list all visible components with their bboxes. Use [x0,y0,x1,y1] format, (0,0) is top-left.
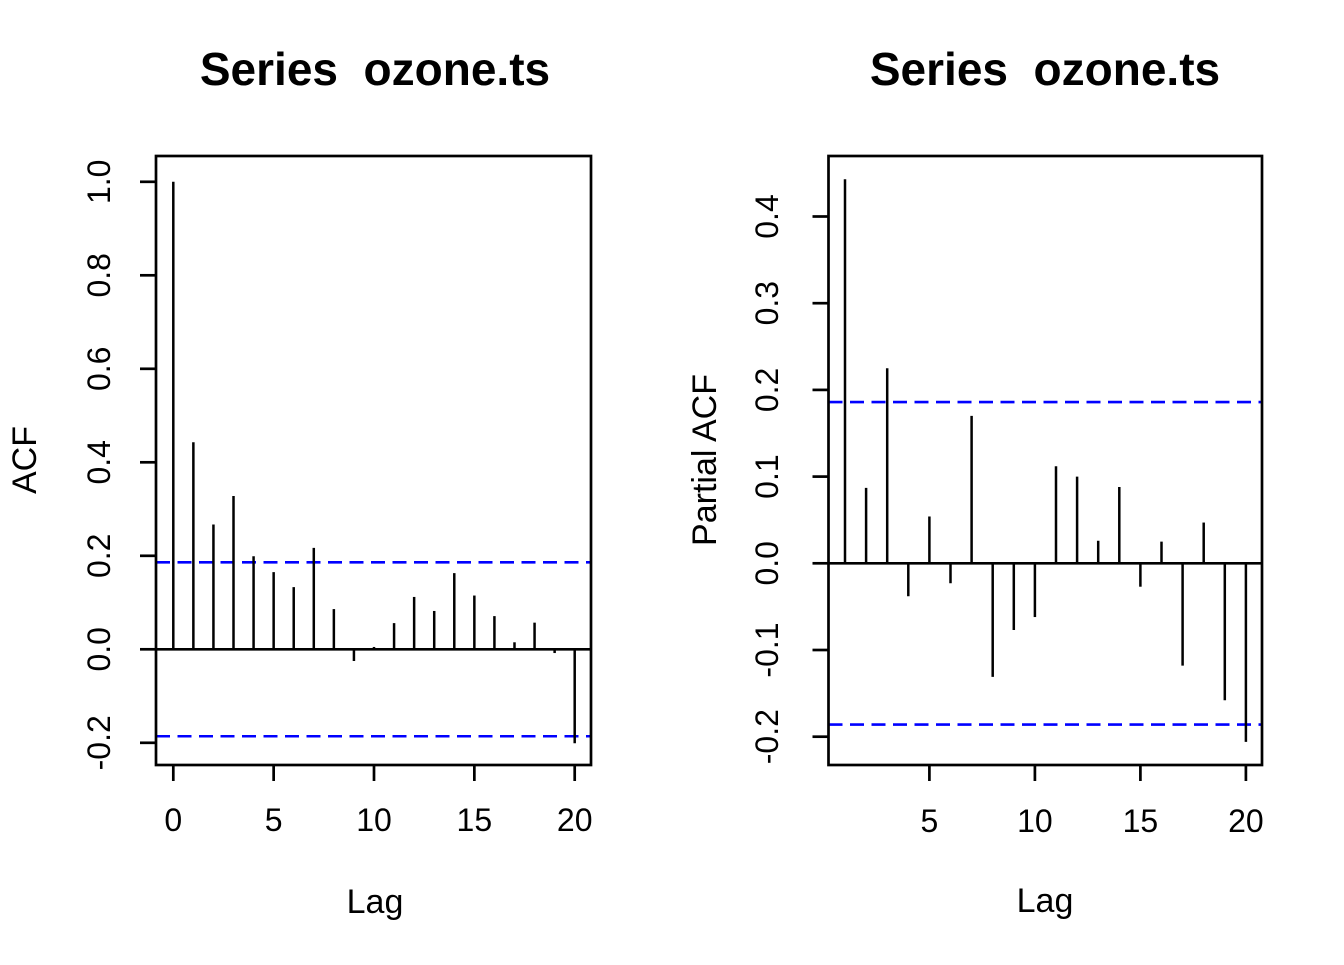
x-tick-label: 5 [921,803,939,839]
y-tick-label: 1.0 [81,160,117,204]
acf-x-axis-label: Lag [347,883,404,921]
pacf-x-axis-label: Lag [1017,882,1074,920]
x-tick-label: 5 [265,802,283,838]
pacf-y-axis-label: Partial ACF [686,374,724,546]
pacf-plot-area: 5 10 15 20 -0.2 -0.1 0.0 0.1 0.2 0.3 0.4 [749,154,1264,839]
x-tick-label: 10 [356,802,392,838]
acf-title: Series ozone.ts [200,43,550,95]
y-tick-label: -0.2 [81,715,117,770]
pacf-title: Series ozone.ts [870,43,1220,95]
y-tick-label: 0.3 [749,281,785,325]
y-tick-label: 0.1 [749,454,785,498]
y-tick-label: 0.2 [81,534,117,578]
y-tick-label: 0.0 [749,541,785,585]
plot-box [827,154,1264,767]
pacf-panel: Series ozone.ts Partial ACF Lag 5 10 15 20 -… [686,43,1264,920]
x-tick-label: 15 [457,802,493,838]
x-tick-label: 10 [1017,803,1053,839]
x-tick-label: 0 [164,802,182,838]
y-tick-label: 0.2 [749,368,785,412]
y-tick-label: -0.1 [749,622,785,677]
y-tick-label: 0.8 [81,253,117,297]
x-tick-label: 20 [1228,803,1264,839]
y-tick-label: 0.4 [749,194,785,238]
y-tick-label: 0.6 [81,347,117,391]
acf-plot-area: 0 5 10 15 20 -0.2 0.0 0.2 0.4 0.6 0.8 1.0 [81,154,593,838]
y-tick-label: -0.2 [749,709,785,764]
y-tick-label: 0.4 [81,440,117,484]
plot-box [154,154,593,767]
y-tick-label: 0.0 [81,627,117,671]
x-tick-label: 15 [1123,803,1159,839]
acf-y-axis-label: ACF [6,426,44,494]
acf-panel: Series ozone.ts ACF Lag 0 5 10 15 20-0.20.00… [6,43,592,921]
x-tick-label: 20 [557,802,593,838]
